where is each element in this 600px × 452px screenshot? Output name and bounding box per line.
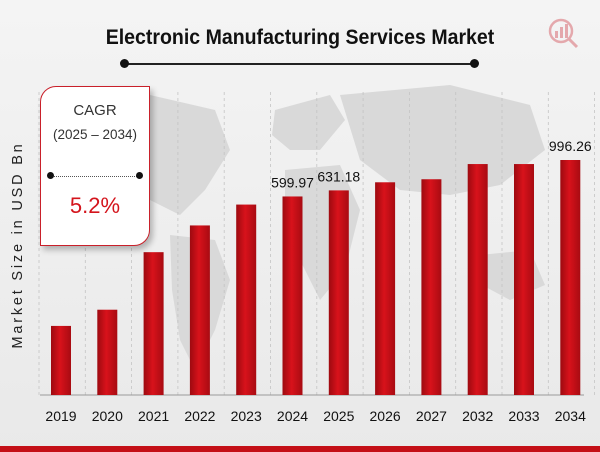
data-label-2024: 599.97 [271,174,314,190]
bar-2032 [467,164,488,395]
cagr-divider-right-dot [136,172,143,179]
data-label-2034: 996.26 [549,138,592,154]
cagr-callout: CAGR (2025 – 2034) 5.2% [40,86,150,246]
x-tick-label: 2034 [555,408,586,424]
bar-2024 [282,196,303,395]
x-tick-label: 2027 [416,408,447,424]
bottom-accent-strip [0,446,600,452]
bar-2033 [514,164,534,395]
x-tick-label: 2026 [370,408,401,424]
title-underline [124,63,474,65]
bar-2023 [236,204,257,395]
cagr-divider-left-dot [47,172,54,179]
bar-chart-search-logo-icon [548,18,579,49]
x-tick-label: 2023 [231,408,262,424]
bar-2034 [560,160,581,395]
title-underline-left-dot [120,59,129,68]
cagr-period: (2025 – 2034) [52,127,138,142]
x-tick-label: 2025 [323,408,354,424]
x-tick-label: 2022 [184,408,215,424]
bars [51,160,581,395]
x-tick-label: 2032 [462,408,493,424]
cagr-divider [51,176,139,177]
x-tick-label: 2033 [508,408,539,424]
bar-2021 [143,252,164,395]
cagr-title: CAGR [73,102,117,119]
data-labels: 599.97 631.18 996.26 [271,138,592,190]
bar-2020 [97,309,118,395]
x-tick-label: 2021 [138,408,169,424]
x-tick-label: 2020 [92,408,123,424]
bar-2027 [421,179,442,395]
bar-2019 [51,325,71,395]
cagr-value: 5.2% [69,193,121,218]
chart-title: Electronic Manufacturing Services Market [105,26,495,49]
x-tick-label: 2019 [45,408,76,424]
data-label-2025: 631.18 [317,168,360,184]
bar-2025 [328,190,349,395]
bar-2022 [189,225,210,395]
bar-2026 [375,182,396,395]
x-tick-label: 2024 [277,408,308,424]
x-tick-labels: 2019 2020 2021 2022 2023 2024 2025 2026 2027 2032… [45,408,586,424]
title-underline-right-dot [470,59,479,68]
